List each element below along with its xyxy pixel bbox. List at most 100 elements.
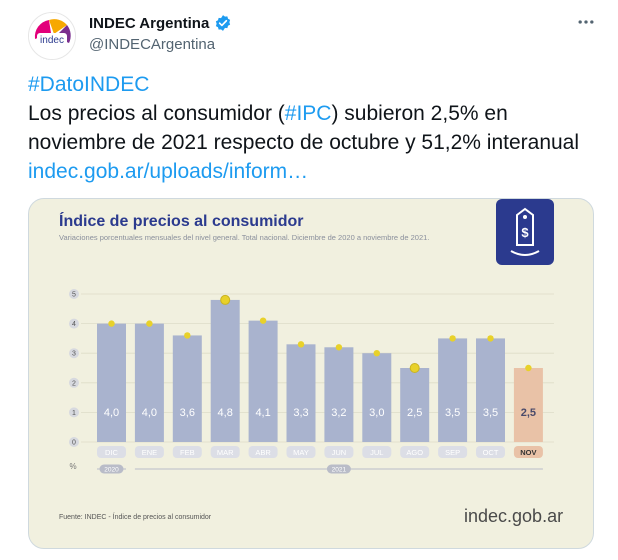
avatar[interactable]: indec [28, 12, 76, 60]
category-label: JUL [370, 448, 383, 457]
bar-value-label: 2,5 [521, 407, 536, 419]
category-label: OCT [483, 448, 499, 457]
y-tick-marker [69, 437, 79, 447]
svg-text:indec: indec [40, 35, 64, 46]
bar-oct [476, 338, 505, 442]
bar-value-label: 3,3 [293, 407, 308, 419]
category-pill [248, 446, 278, 458]
y-tick-label: 2 [72, 380, 76, 387]
tweet-text-part: Los precios al consumidor ( [28, 102, 285, 125]
y-axis-unit: % [69, 462, 76, 471]
more-horizontal-icon [578, 20, 594, 24]
category-pill [362, 446, 392, 458]
bar-dot [373, 350, 380, 357]
bar-value-label: 3,5 [483, 407, 498, 419]
category-pill [400, 446, 430, 458]
bar-dic [97, 323, 126, 442]
bar-value-label: 3,6 [180, 407, 195, 419]
bar-sep [438, 338, 468, 442]
tweet-text: #DatoINDEC Los precios al consumidor (#I… [28, 70, 598, 186]
category-pill [324, 446, 354, 458]
indec-logo-icon: indec [29, 13, 75, 59]
bar-dot [184, 332, 191, 339]
bar-dot [525, 364, 532, 372]
category-pill [172, 446, 202, 458]
y-tick-label: 4 [72, 321, 76, 328]
category-pill [476, 446, 505, 458]
bar-dot [259, 317, 267, 324]
year-label: 2021 [332, 467, 347, 474]
chart-source: Fuente: INDEC - Índice de precios al con… [59, 512, 212, 521]
year-label: 2020 [104, 467, 119, 474]
bar-abr [248, 320, 278, 442]
category-pill [438, 446, 468, 458]
y-tick-label: 1 [72, 410, 76, 417]
category-pill [513, 446, 543, 458]
svg-text:$: $ [521, 225, 529, 240]
chart-subtitle: Variaciones porcentuales mensuales del n… [59, 233, 429, 242]
bar-nov [513, 368, 543, 442]
year-markers: 2020 2021 [97, 464, 543, 474]
y-tick-marker [69, 407, 79, 418]
bar-may [286, 344, 316, 442]
category-label: ENE [142, 448, 157, 457]
account-name[interactable]: INDEC Argentina [89, 14, 210, 32]
y-tick-marker [69, 348, 79, 359]
bar-value-label: 4,0 [104, 407, 119, 419]
bar-dot [449, 335, 456, 342]
y-tick-marker [69, 318, 79, 329]
bar-value-label: 3,0 [369, 407, 384, 419]
category-pill [210, 446, 240, 458]
bar-ago [400, 368, 430, 442]
category-pill [134, 446, 164, 458]
bar-value-label: 4,0 [142, 407, 157, 419]
category-label: DIC [105, 448, 119, 457]
report-link[interactable]: indec.gob.ar/uploads/inform… [28, 160, 309, 183]
category-label: ABR [255, 448, 271, 457]
category-label: JUN [332, 448, 347, 457]
account-handle[interactable]: @INDECArgentina [89, 36, 216, 53]
account-name-row: INDEC Argentina [89, 13, 232, 33]
category-pill [286, 446, 316, 458]
year-pill [326, 464, 351, 474]
year-pill [99, 464, 124, 474]
bar-dot [220, 294, 231, 305]
hashtag-link[interactable]: #DatoINDEC [28, 73, 150, 96]
bar-jul [362, 353, 392, 442]
bar-value-label: 2,5 [407, 407, 422, 419]
category-label: MAR [217, 448, 234, 457]
category-label: NOV [520, 448, 536, 457]
bar-dot [297, 341, 305, 348]
more-options-button[interactable] [574, 10, 598, 34]
bar-dot [335, 344, 343, 351]
category-pill [97, 446, 126, 458]
y-tick-label: 0 [72, 440, 76, 447]
chart-title: Índice de precios al consumidor [59, 211, 304, 230]
bar-value-label: 3,5 [445, 407, 460, 419]
y-tick-label: 3 [72, 351, 76, 358]
brand-name: indec.gob.ar [464, 506, 563, 526]
category-label: FEB [180, 448, 195, 457]
bar-dot [146, 320, 153, 327]
ipc-chart: Índice de precios al consumidor Variacio… [59, 199, 563, 526]
bar-dot [409, 363, 420, 373]
brand-tag-icon: $ [496, 199, 554, 265]
bar-value-label: 4,1 [255, 407, 270, 419]
bar-dot [108, 320, 115, 327]
bar-dot [487, 335, 494, 342]
y-tick-marker [69, 377, 79, 388]
bar-value-label: 4,8 [218, 407, 233, 419]
bar-jun [324, 347, 354, 442]
bar-feb [172, 335, 202, 442]
bar-ene [134, 323, 164, 442]
verified-badge-icon [216, 15, 231, 31]
category-label: MAY [293, 448, 309, 457]
category-label: AGO [406, 448, 423, 457]
tweet-text-part: ) subieron 2,5% en noviembre de 2021 res… [28, 102, 580, 154]
category-label: SEP [445, 448, 460, 457]
bar-mar [210, 299, 240, 442]
media-card[interactable]: Índice de precios al consumidor Variacio… [28, 198, 594, 549]
bar-value-label: 3,2 [331, 407, 346, 419]
ipc-hashtag-link[interactable]: #IPC [284, 102, 332, 125]
